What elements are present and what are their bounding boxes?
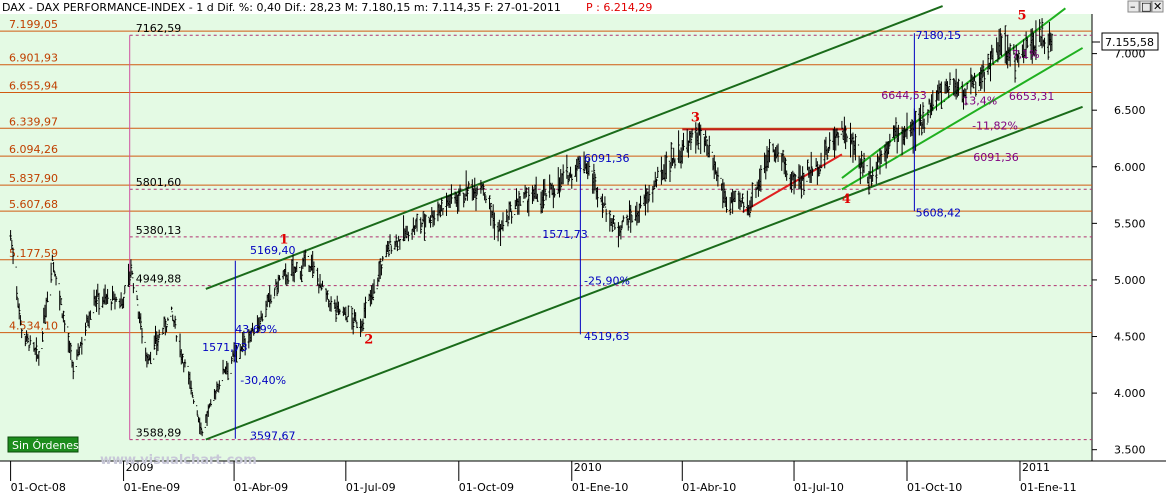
x-tick-label: 01-Jul-09 [346, 481, 396, 494]
y-tick-label: 5.000 [1114, 274, 1146, 287]
y-tick-label: 6.000 [1114, 161, 1146, 174]
close-button[interactable] [1151, 0, 1164, 13]
price-bars [9, 18, 1054, 437]
trend-channels [205, 5, 1084, 441]
measure-label: 5608,42 [916, 207, 962, 220]
y-tick-label: 7.000 [1114, 48, 1146, 61]
fib-label: 6.901,93 [9, 52, 58, 65]
level-label: 5380,13 [136, 224, 182, 237]
x-tick-label: 01-Oct-10 [907, 481, 962, 494]
maximize-icon: □ [1141, 0, 1151, 13]
measure-label: 3597,67 [250, 429, 296, 442]
fib-label: 7.199,05 [9, 18, 58, 31]
fib-label: 5.177,59 [9, 247, 58, 260]
x-tick-label: 01-Abr-09 [234, 481, 288, 494]
fib-projection-label: 6091,36 [973, 151, 1019, 164]
wave-label: 1 [280, 233, 289, 248]
year-label: 2010 [574, 461, 602, 474]
fib-label: 5.837,90 [9, 172, 58, 185]
chart-title: DAX - DAX PERFORMANCE-INDEX - 1 d Dif. %… [2, 1, 561, 14]
maximize-button[interactable] [1139, 0, 1152, 13]
level-label: 5801,60 [136, 176, 182, 189]
measure-label: 1571,73 [542, 228, 588, 241]
inner-channel-lower-line [841, 47, 1084, 191]
wave-label: 2 [364, 332, 373, 347]
x-tick-label: 01-Ene-11 [1020, 481, 1077, 494]
fib-projection-label: 13,4% [962, 95, 997, 108]
x-tick-label: 01-Ene-09 [124, 481, 181, 494]
y-tick-label: 5.500 [1114, 217, 1146, 230]
measure-label: 43,69% [235, 323, 277, 336]
measure-label: 4519,63 [584, 330, 630, 343]
axes: 3.500 4.000 4.500 5.000 5.500 6.000 6.500 7.000… [10, 48, 1146, 494]
last-price-tag: 7.155,58 [1092, 32, 1159, 51]
y-tick-label: 4.500 [1114, 331, 1146, 344]
y-tick-label: 3.500 [1114, 444, 1146, 457]
status-badge-label: Sin Órdenes [12, 439, 79, 452]
fib-label: 4.534,10 [9, 320, 58, 333]
status-badge[interactable]: Sin Órdenes [7, 436, 79, 453]
fib-label: 6.655,94 [9, 80, 58, 93]
last-price-value: 7.155,58 [1105, 36, 1154, 49]
level-label: 7162,59 [136, 22, 182, 35]
fib-projection-label: 6653,31 [1009, 90, 1055, 103]
x-tick-label: 01-Oct-09 [459, 481, 514, 494]
channel-upper-line [205, 5, 943, 290]
y-tick-label: 4.000 [1114, 387, 1146, 400]
fib-projection-label: -11,82% [972, 119, 1018, 132]
plot-area [0, 14, 1092, 461]
year-label: 2011 [1022, 461, 1050, 474]
annotations: 5169,40 43,69% 1571,73 -30,40% 3597,67 6091,3… [202, 9, 1054, 443]
watermark: www.visualchart.com [100, 453, 257, 468]
wave-label: 4 [842, 192, 851, 207]
channel-lower-line [205, 105, 1083, 441]
measure-label: 7180,15 [916, 29, 962, 42]
fib-projection-label: -7,1% [1008, 48, 1040, 61]
fib-label: 6.094,26 [9, 143, 58, 156]
fib-projection-label: 6644,53 [881, 89, 927, 102]
measure-label: 5169,40 [250, 244, 296, 257]
x-tick-label: 01-Abr-10 [682, 481, 736, 494]
minimize-icon: – [1130, 0, 1136, 13]
wave-label: 5 [1018, 9, 1027, 24]
measure-label: 6091,36 [584, 152, 630, 165]
x-tick-label: 01-Oct-08 [11, 481, 66, 494]
level-label: 4949,88 [136, 273, 182, 286]
p-label: P : 6.214,29 [586, 1, 652, 14]
measure-label: 1571,73 [202, 341, 248, 354]
close-icon: ✕ [1153, 0, 1162, 13]
x-tick-label: 01-Ene-10 [572, 481, 629, 494]
measure-label: -25,90% [584, 274, 630, 287]
y-tick-label: 6.500 [1114, 104, 1146, 117]
level-label: 3588,89 [136, 427, 182, 440]
measure-label: -30,40% [240, 374, 286, 387]
wave-label: 3 [691, 111, 700, 126]
year-label: 2009 [126, 461, 154, 474]
fib-label: 5.607,68 [9, 198, 58, 211]
minimize-button[interactable] [1127, 0, 1140, 13]
price-axis-panel [1092, 14, 1166, 461]
title-bar [0, 0, 1166, 14]
window-controls: – □ ✕ [1127, 0, 1164, 13]
x-tick-label: 01-Jul-10 [794, 481, 844, 494]
fib-label: 6.339,97 [9, 115, 58, 128]
red-trend-line [741, 153, 843, 213]
